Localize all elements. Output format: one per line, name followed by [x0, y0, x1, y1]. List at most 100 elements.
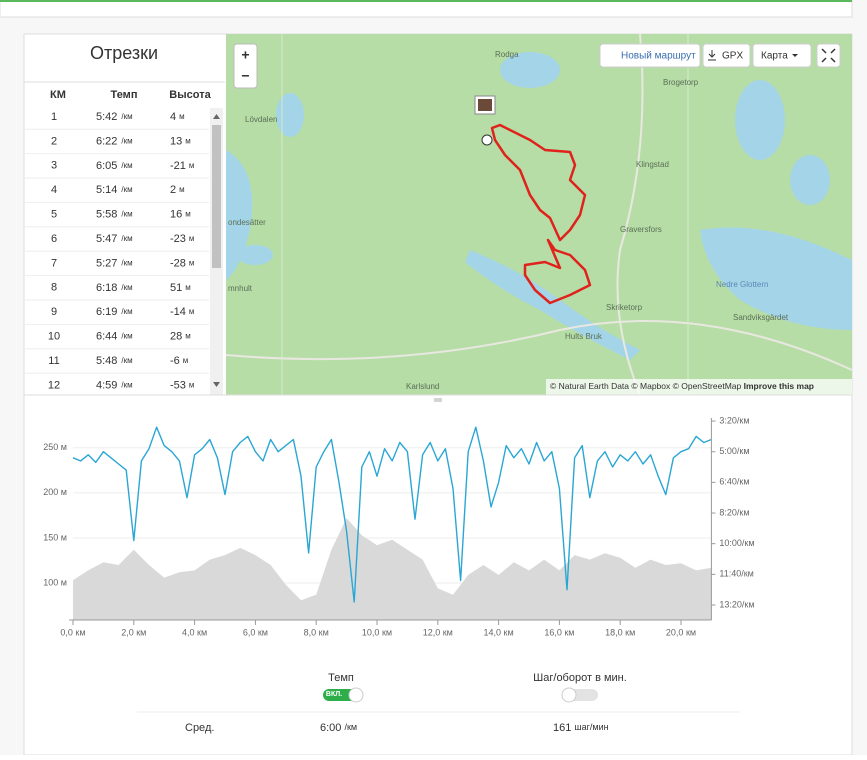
y2-tick-label: 8:20/км: [719, 507, 749, 517]
value: 5:42: [96, 111, 117, 123]
pace-line: [72, 426, 712, 603]
x-tick-label: 14,0 км: [484, 627, 514, 637]
x-tick-label: 16,0 км: [544, 627, 574, 637]
split-pace: 4:59/км: [96, 379, 133, 391]
place-label: Klingstad: [636, 160, 669, 169]
unit: /км: [344, 722, 357, 732]
split-pace: 5:48/км: [96, 355, 133, 367]
value: 5:14: [96, 184, 117, 196]
splits-title: Отрезки: [90, 43, 158, 63]
place-label: Graversfors: [620, 225, 662, 234]
value: -23: [170, 233, 186, 245]
unit: м: [185, 283, 191, 292]
value: 4:59: [96, 379, 117, 391]
header: Темп: [111, 89, 138, 101]
place-label: Karlslund: [406, 382, 439, 391]
x-tick-label: 18,0 км: [605, 627, 635, 637]
unit: м: [183, 356, 189, 365]
split-elev: 28 м: [170, 331, 191, 343]
toggle-knob[interactable]: [348, 687, 364, 703]
map[interactable]: + − Новый маршрут GPX Карта Rodga Lövdal…: [225, 33, 853, 396]
summary-label: Сред.: [185, 722, 214, 734]
split-km: 4: [51, 184, 57, 196]
split-elev: 13 м: [170, 135, 191, 147]
value: -6: [170, 355, 180, 367]
zoom-out[interactable]: −: [241, 68, 249, 84]
value: 5:48: [96, 355, 117, 367]
scroll-thumb[interactable]: [212, 125, 221, 268]
unit: /км: [121, 307, 132, 316]
place-label: Brogetorp: [663, 78, 699, 87]
split-elev: 51 м: [170, 282, 191, 294]
download-icon: [708, 50, 716, 61]
fullscreen-button[interactable]: [816, 43, 841, 68]
x-tick-label: 10,0 км: [362, 627, 392, 637]
improve-link[interactable]: Improve this map: [744, 381, 814, 391]
layer-label[interactable]: Карта: [761, 51, 788, 62]
value: -21: [170, 160, 186, 172]
y-tick-label: 200 м: [43, 487, 67, 497]
zoom-control: [233, 43, 258, 89]
dropdown-caret: [792, 54, 798, 57]
y2-tick-label: 11:40/км: [719, 569, 753, 579]
road: [616, 33, 644, 396]
value: 5:58: [96, 209, 117, 221]
header: Высота: [169, 89, 211, 101]
value: -53: [170, 379, 186, 391]
unit: м: [189, 234, 195, 243]
split-km: 5: [51, 209, 57, 221]
start-photo: [478, 99, 492, 111]
unit: /км: [121, 112, 132, 121]
pace-toggle-state: ВКЛ.: [326, 691, 342, 698]
new-route-label[interactable]: Новый маршрут: [621, 51, 696, 62]
split-km: 11: [48, 355, 59, 367]
zoom-in[interactable]: +: [241, 47, 249, 63]
lake: [790, 155, 830, 205]
scroll-down[interactable]: [213, 382, 220, 387]
value: 28: [170, 331, 182, 343]
x-tick-label: 2,0 км: [121, 627, 146, 637]
split-km: 1: [51, 111, 57, 123]
split-km: 6: [51, 233, 57, 245]
split-elev: -53 м: [170, 379, 194, 391]
split-pace: 6:44/км: [96, 331, 133, 343]
y2-tick-label: 3:20/км: [719, 415, 749, 425]
value: 4: [170, 111, 176, 123]
unit: шаг/мин: [574, 722, 608, 732]
split-elev: -28 м: [170, 257, 194, 269]
unit: /км: [121, 283, 132, 292]
gpx-button[interactable]: [702, 43, 751, 68]
value: -14: [170, 306, 186, 318]
split-pace: 5:47/км: [96, 233, 133, 245]
split-km: 3: [51, 160, 57, 172]
toggle-knob[interactable]: [561, 687, 577, 703]
splits-rows: 1 5:42/км 4 м2 6:22/км 13 м3 6:05/км -21 м4 5:14/к…: [24, 111, 209, 391]
gpx-label[interactable]: GPX: [722, 51, 743, 62]
x-tick-label: 20,0 км: [666, 627, 696, 637]
road: [225, 320, 853, 371]
layer-button[interactable]: [752, 43, 812, 68]
unit: /км: [121, 137, 132, 146]
fullscreen-icon: [821, 48, 836, 63]
top-strip: [0, 0, 853, 18]
pace-toggle-label: Темп: [328, 672, 354, 684]
split-elev: -14 м: [170, 306, 194, 318]
value: 51: [170, 282, 182, 294]
y-tick-label: 100 м: [43, 577, 67, 587]
unit: м: [185, 332, 191, 341]
y2-tick-label: 6:40/км: [719, 477, 749, 487]
value: 5:27: [96, 257, 117, 269]
route: [490, 123, 592, 305]
new-route-button[interactable]: [599, 43, 701, 68]
scroll-up[interactable]: [213, 114, 220, 119]
unit: м: [189, 307, 195, 316]
value: 161: [553, 722, 571, 734]
lake: [226, 150, 253, 280]
split-km: 7: [51, 257, 57, 269]
value: 6:22: [96, 135, 117, 147]
unit: /км: [121, 332, 132, 341]
split-km: 2: [51, 135, 57, 147]
split-km: 9: [51, 306, 57, 318]
